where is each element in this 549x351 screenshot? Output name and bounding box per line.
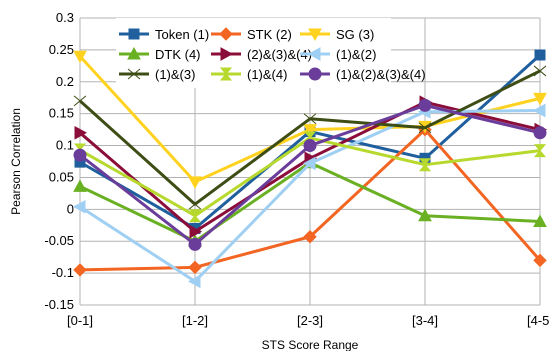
x-tick-label: [1-2]	[182, 313, 208, 328]
data-point	[73, 95, 87, 107]
data-point	[72, 199, 86, 214]
series-layer	[72, 49, 548, 289]
y-tick-label: -0.05	[44, 233, 74, 248]
data-point	[533, 92, 547, 106]
legend-swatch-marker	[127, 68, 141, 80]
data-point	[303, 230, 317, 244]
x-tick-label: [3-4]	[412, 313, 438, 328]
legend-background	[116, 18, 391, 88]
data-point	[418, 158, 432, 172]
legend-swatch-marker	[219, 27, 233, 41]
x-tick-label: [4-5]	[527, 313, 549, 328]
legend-label: (1)&(2)	[336, 47, 376, 62]
data-point	[303, 113, 317, 125]
data-point	[187, 274, 201, 289]
data-point	[533, 214, 547, 227]
y-tick-label: 0.25	[49, 42, 74, 57]
data-point	[73, 148, 87, 162]
data-point	[418, 208, 432, 222]
data-point	[188, 209, 202, 223]
y-axis-ticks: -0.15 -0.1 -0.05 0 0.05 0.1 0.15 0.2 0.25 0.3	[44, 10, 74, 312]
legend-label: (1)&(2)&(3)&(4)	[336, 67, 426, 82]
data-point	[418, 98, 432, 112]
y-tick-label: 0.3	[56, 10, 74, 25]
legend-label: (2)&(3)&(4)	[247, 47, 312, 62]
series-6	[73, 65, 547, 210]
x-tick-label: [2-3]	[297, 313, 323, 328]
legend-swatch-marker	[127, 46, 141, 60]
data-point	[533, 253, 547, 268]
x-axis-title: STS Score Range	[262, 338, 359, 351]
y-tick-label: 0.05	[49, 169, 74, 184]
data-point	[534, 49, 546, 61]
data-point	[188, 260, 202, 275]
data-point	[73, 263, 87, 277]
data-point	[533, 65, 547, 77]
y-axis-title: Pearson Correlation	[9, 108, 23, 215]
data-point	[532, 103, 546, 118]
data-point	[73, 179, 87, 192]
y-tick-label: -0.1	[52, 265, 74, 280]
data-point	[188, 237, 202, 251]
x-tick-label: [0-1]	[67, 313, 93, 328]
legend-item: DTK (4)	[119, 46, 201, 62]
y-tick-label: 0	[67, 201, 74, 216]
legend-item: SG (3)	[300, 27, 374, 42]
legend-swatch-marker	[220, 47, 234, 61]
legend-item: (1)&(3)	[119, 67, 195, 82]
legend-swatch-marker	[307, 47, 321, 61]
legend-item: STK (2)	[211, 27, 292, 42]
data-point	[303, 139, 317, 153]
data-point	[73, 50, 87, 64]
series-8	[73, 98, 547, 251]
data-point	[533, 144, 547, 158]
data-point	[418, 122, 432, 134]
y-tick-label: -0.15	[44, 297, 74, 312]
legend-label: STK (2)	[247, 27, 292, 42]
data-point	[302, 156, 316, 171]
legend-label: (1)&(3)	[155, 67, 195, 82]
y-tick-label: 0.2	[56, 74, 74, 89]
legend-label: Token (1)	[155, 27, 209, 42]
data-point	[303, 124, 317, 137]
y-tick-label: 0.15	[49, 106, 74, 121]
legend-item: (1)&(2)&(3)&(4)	[300, 67, 426, 82]
y-tick-label: 0.1	[56, 138, 74, 153]
legend-swatch-marker	[128, 28, 140, 40]
legend-label: (1)&(4)	[247, 67, 287, 82]
legend-swatch-marker	[219, 67, 233, 81]
data-point	[533, 126, 547, 140]
x-axis-ticks: [0-1] [1-2] [2-3] [3-4] [4-5]	[67, 313, 549, 328]
legend-label: SG (3)	[336, 27, 374, 42]
legend-item: Token (1)	[119, 27, 209, 42]
legend-swatch-marker	[308, 28, 322, 42]
data-point	[74, 125, 88, 140]
legend-item: (2)&(3)&(4)	[211, 47, 312, 62]
legend-item: (1)&(2)	[300, 47, 376, 62]
legend-label: DTK (4)	[155, 47, 201, 62]
legend-item: (1)&(4)	[211, 67, 287, 82]
data-point	[188, 176, 202, 189]
legend-swatch-marker	[308, 67, 322, 81]
legend: Token (1) STK (2) SG (3) DTK (4) (2)&(3)&(4)…	[116, 18, 426, 88]
data-point	[189, 224, 203, 239]
